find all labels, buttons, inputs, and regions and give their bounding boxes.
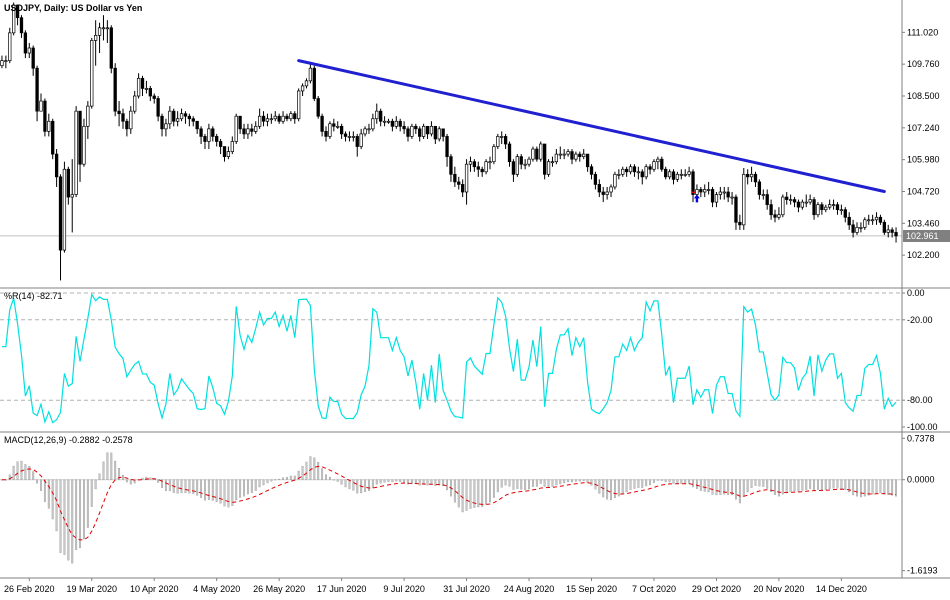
macd-indicator-values: -0.2882 -0.2578 xyxy=(69,435,133,445)
wr-indicator-label: %R(14) -82.71 xyxy=(4,291,63,301)
chart-title: USDJPY, Daily: US Dollar vs Yen xyxy=(4,3,143,13)
svg-text:9 Jul 2020: 9 Jul 2020 xyxy=(383,584,425,594)
svg-text:24 Aug 2020: 24 Aug 2020 xyxy=(504,584,555,594)
svg-text:31 Jul 2020: 31 Jul 2020 xyxy=(443,584,490,594)
svg-text:-80.00: -80.00 xyxy=(907,395,933,405)
svg-text:15 Sep 2020: 15 Sep 2020 xyxy=(566,584,617,594)
macd-histogram xyxy=(1,452,897,564)
svg-text:103.460: 103.460 xyxy=(907,218,940,228)
svg-text:-100.00: -100.00 xyxy=(907,422,938,432)
descending-trendline[interactable] xyxy=(297,59,886,193)
svg-text:19 Mar 2020: 19 Mar 2020 xyxy=(66,584,117,594)
svg-text:29 Oct 2020: 29 Oct 2020 xyxy=(692,584,741,594)
svg-text:105.980: 105.980 xyxy=(907,155,940,165)
svg-text:0.7378: 0.7378 xyxy=(907,433,935,443)
macd-signal-line xyxy=(1,465,897,541)
svg-text:26 May 2020: 26 May 2020 xyxy=(253,584,305,594)
svg-text:26 Feb 2020: 26 Feb 2020 xyxy=(4,584,55,594)
wr-indicator-value: -82.71 xyxy=(37,291,63,301)
buy-arrow-icon xyxy=(693,194,700,203)
svg-text:4 May 2020: 4 May 2020 xyxy=(193,584,240,594)
time-axis[interactable]: 26 Feb 2020 19 Mar 2020 10 Apr 2020 4 May 2… xyxy=(4,578,867,594)
svg-text:14 Dec 2020: 14 Dec 2020 xyxy=(816,584,867,594)
svg-text:107.240: 107.240 xyxy=(907,123,940,133)
percent-r-line xyxy=(1,292,897,425)
svg-text:104.720: 104.720 xyxy=(907,186,940,196)
macd-indicator-name: MACD(12,26,9) xyxy=(4,435,67,445)
svg-text:20 Nov 2020: 20 Nov 2020 xyxy=(753,584,804,594)
percent-r-panel[interactable] xyxy=(0,292,902,425)
svg-text:111.020: 111.020 xyxy=(907,27,938,37)
svg-text:10 Apr 2020: 10 Apr 2020 xyxy=(130,584,179,594)
current-price-tag: 102.961 xyxy=(903,229,950,242)
svg-text:109.760: 109.760 xyxy=(907,59,940,69)
macd-panel[interactable] xyxy=(0,452,902,564)
svg-text:7 Oct 2020: 7 Oct 2020 xyxy=(632,584,676,594)
trade-marker xyxy=(691,191,700,203)
wr-indicator-name: %R(14) xyxy=(4,291,35,301)
svg-text:17 Jun 2020: 17 Jun 2020 xyxy=(317,584,367,594)
panel-borders xyxy=(0,0,950,579)
svg-text:-20.00: -20.00 xyxy=(907,315,933,325)
svg-text:108.500: 108.500 xyxy=(907,91,940,101)
main-price-panel[interactable] xyxy=(0,2,902,281)
svg-text:0.0000: 0.0000 xyxy=(907,475,935,485)
svg-text:102.200: 102.200 xyxy=(907,250,940,260)
svg-text:-1.6193: -1.6193 xyxy=(907,566,938,576)
candlestick-series xyxy=(0,2,898,281)
macd-indicator-label: MACD(12,26,9) -0.2882 -0.2578 xyxy=(4,435,133,445)
svg-text:0.00: 0.00 xyxy=(907,288,925,298)
price-axis[interactable]: 111.020 109.760 108.500 107.240 105.980 104.7… xyxy=(902,27,940,576)
